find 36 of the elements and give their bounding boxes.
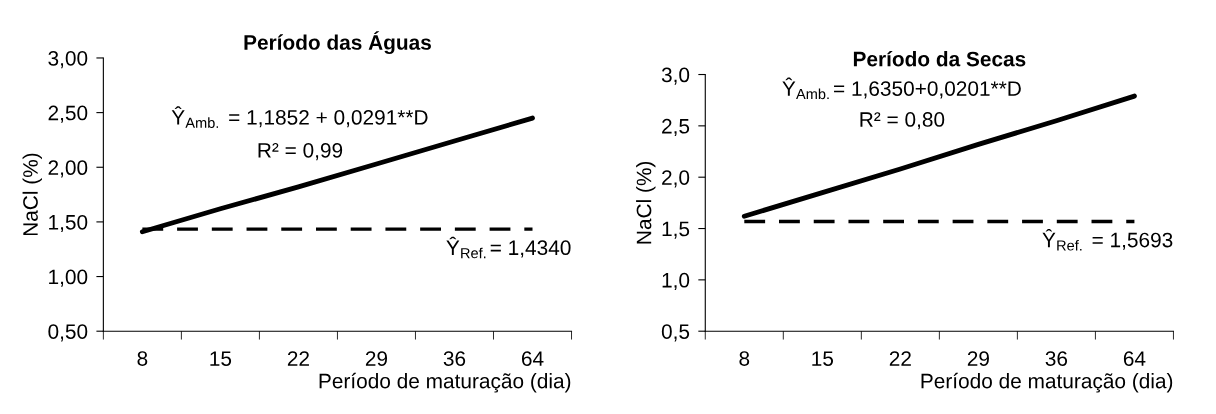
y-tick-label: 2,50 bbox=[48, 105, 88, 123]
x-tick-label: 15 bbox=[210, 351, 232, 366]
y-axis-title: NaCl (%) bbox=[22, 153, 42, 236]
y-tick-label: 3,00 bbox=[48, 50, 88, 69]
chart-title: Período da Secas bbox=[853, 50, 1026, 67]
annotation: Ŷ$_{Amb.}$= 1,6350+0,0201**D bbox=[782, 77, 1021, 100]
y-tick-label: 1,5 bbox=[662, 221, 690, 239]
annotation: Ŷ$_{Amb.}$ = 1,1852 + 0,0291**D bbox=[171, 106, 428, 128]
y-axis-title: NaCl (%) bbox=[636, 161, 656, 244]
ref-line-label: Ŷ$_{Ref.}$ = 1,5693 bbox=[1042, 228, 1173, 251]
x-axis-title: Período de maturação (dia) bbox=[319, 372, 571, 393]
y-tick-label: 2,5 bbox=[662, 118, 690, 137]
x-tick-label: 8 bbox=[137, 351, 148, 366]
x-tick-label: 64 bbox=[521, 351, 544, 366]
x-tick-label: 8 bbox=[739, 351, 750, 366]
x-tick-label: 36 bbox=[443, 351, 466, 366]
ref-line-label: Ŷ$_{Ref.}$= 1,4340 bbox=[446, 236, 571, 259]
x-tick-label: 64 bbox=[1123, 351, 1146, 366]
x-tick-label: 22 bbox=[889, 351, 911, 366]
y-tick-label: 3,0 bbox=[661, 67, 690, 85]
annotation: R² = 0,99 bbox=[258, 142, 343, 161]
y-tick-label: 2,0 bbox=[662, 170, 690, 188]
x-tick-label: 29 bbox=[365, 351, 388, 366]
annotation: R² = 0,80 bbox=[860, 112, 945, 130]
y-tick-label: 0,50 bbox=[48, 324, 88, 342]
x-tick-label: 22 bbox=[287, 351, 309, 366]
x-tick-label: 15 bbox=[812, 351, 834, 366]
chart-title: Período das Águas bbox=[244, 31, 431, 55]
x-axis-title: Período de maturação (dia) bbox=[921, 372, 1173, 393]
x-tick-label: 29 bbox=[967, 351, 989, 366]
y-tick-label: 0,5 bbox=[661, 324, 690, 342]
y-tick-label: 1,0 bbox=[662, 272, 690, 291]
y-tick-label: 2,00 bbox=[48, 160, 88, 178]
x-tick-label: 36 bbox=[1045, 351, 1068, 366]
y-tick-label: 1,50 bbox=[49, 214, 88, 233]
y-tick-label: 1,00 bbox=[49, 269, 88, 287]
